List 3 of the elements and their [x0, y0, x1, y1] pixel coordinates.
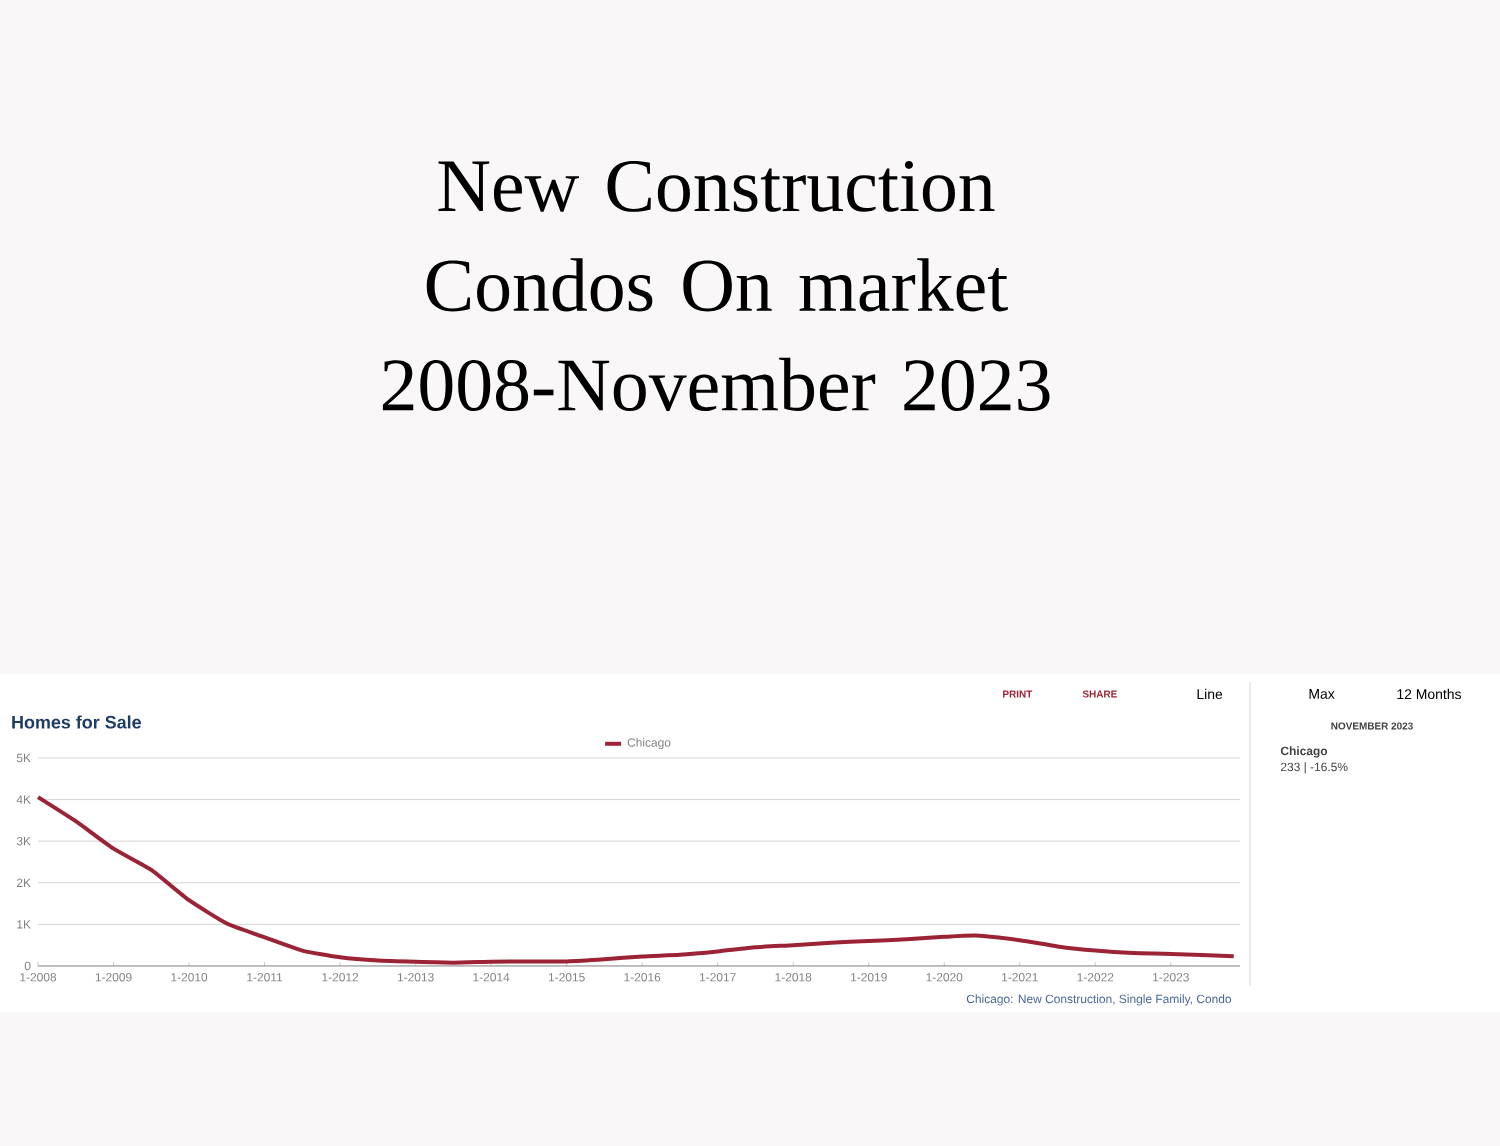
- chart-title: New Construction Condos On market 2008-November 2023: [382, 160, 1050, 412]
- line-series: [36, 795, 1236, 965]
- chart-subtitle: Homes for Sale: [12, 715, 141, 729]
